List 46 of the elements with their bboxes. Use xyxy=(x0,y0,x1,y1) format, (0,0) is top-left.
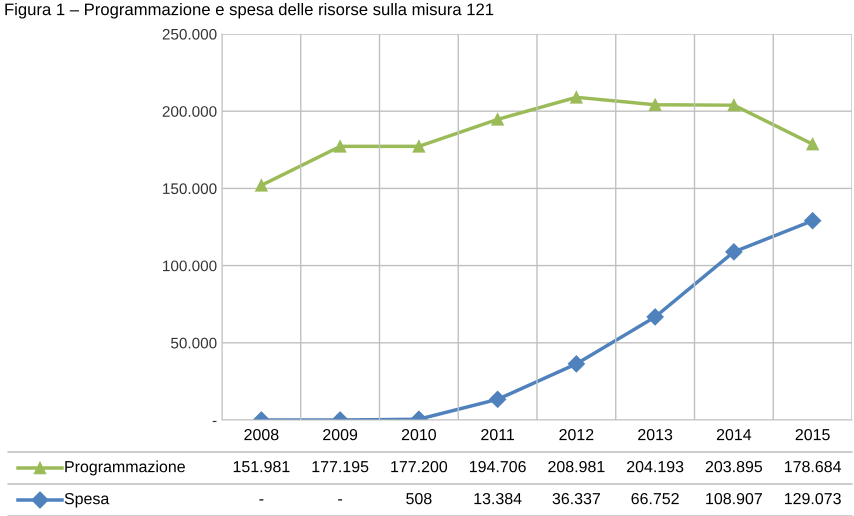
y-tick-label: - xyxy=(212,420,216,422)
point xyxy=(648,98,662,111)
point xyxy=(334,140,346,153)
point xyxy=(646,308,664,326)
data-label: 36.337 xyxy=(552,492,600,504)
legend-label: Spesa xyxy=(64,492,110,508)
data-label: 108.907 xyxy=(706,492,762,504)
y-tick-label: 200.000 xyxy=(162,106,217,117)
x-tick-label: 2014 xyxy=(716,428,752,440)
y-tick-label: 100.000 xyxy=(163,260,217,272)
legend-label: Programmazione xyxy=(65,460,185,476)
x-tick-label: 2013 xyxy=(638,428,672,440)
point xyxy=(489,390,506,408)
data-label: 508 xyxy=(406,492,432,504)
data-label: 208.981 xyxy=(548,460,604,472)
x-tick-label: 2009 xyxy=(323,428,358,440)
data-label: 178.684 xyxy=(784,460,842,472)
x-tick-label: 2015 xyxy=(796,428,830,440)
y-tick-label: 250.000 xyxy=(162,28,217,40)
data-label: 129.073 xyxy=(784,492,841,504)
point xyxy=(570,91,583,104)
data-label: 13.384 xyxy=(474,492,522,504)
x-tick-label: 2011 xyxy=(481,428,514,440)
x-tick-label: 2008 xyxy=(244,428,278,440)
data-label: 177.200 xyxy=(391,460,448,472)
data-label: - xyxy=(338,499,342,501)
data-label: 66.752 xyxy=(632,492,679,504)
y-tick-label: 150.000 xyxy=(163,183,217,194)
data-label: - xyxy=(259,499,264,501)
y-tick-label: 50.000 xyxy=(171,338,217,348)
data-label: 204.193 xyxy=(627,460,684,472)
data-label: 194.706 xyxy=(470,460,526,472)
point xyxy=(491,113,504,126)
point xyxy=(255,179,268,192)
x-tick-label: 2010 xyxy=(402,428,436,440)
data-label: 151.981 xyxy=(234,460,290,472)
data-label: 203.895 xyxy=(706,460,762,472)
point xyxy=(568,355,585,372)
point xyxy=(725,243,742,260)
x-tick-label: 2012 xyxy=(559,428,594,440)
point xyxy=(804,212,822,230)
point xyxy=(412,140,426,153)
point xyxy=(728,98,740,112)
chart-title: Figura 1 – Programmazione e spesa delle risorse sulla misura 121 xyxy=(5,3,494,19)
point xyxy=(806,138,819,150)
data-label: 177.195 xyxy=(312,460,368,472)
